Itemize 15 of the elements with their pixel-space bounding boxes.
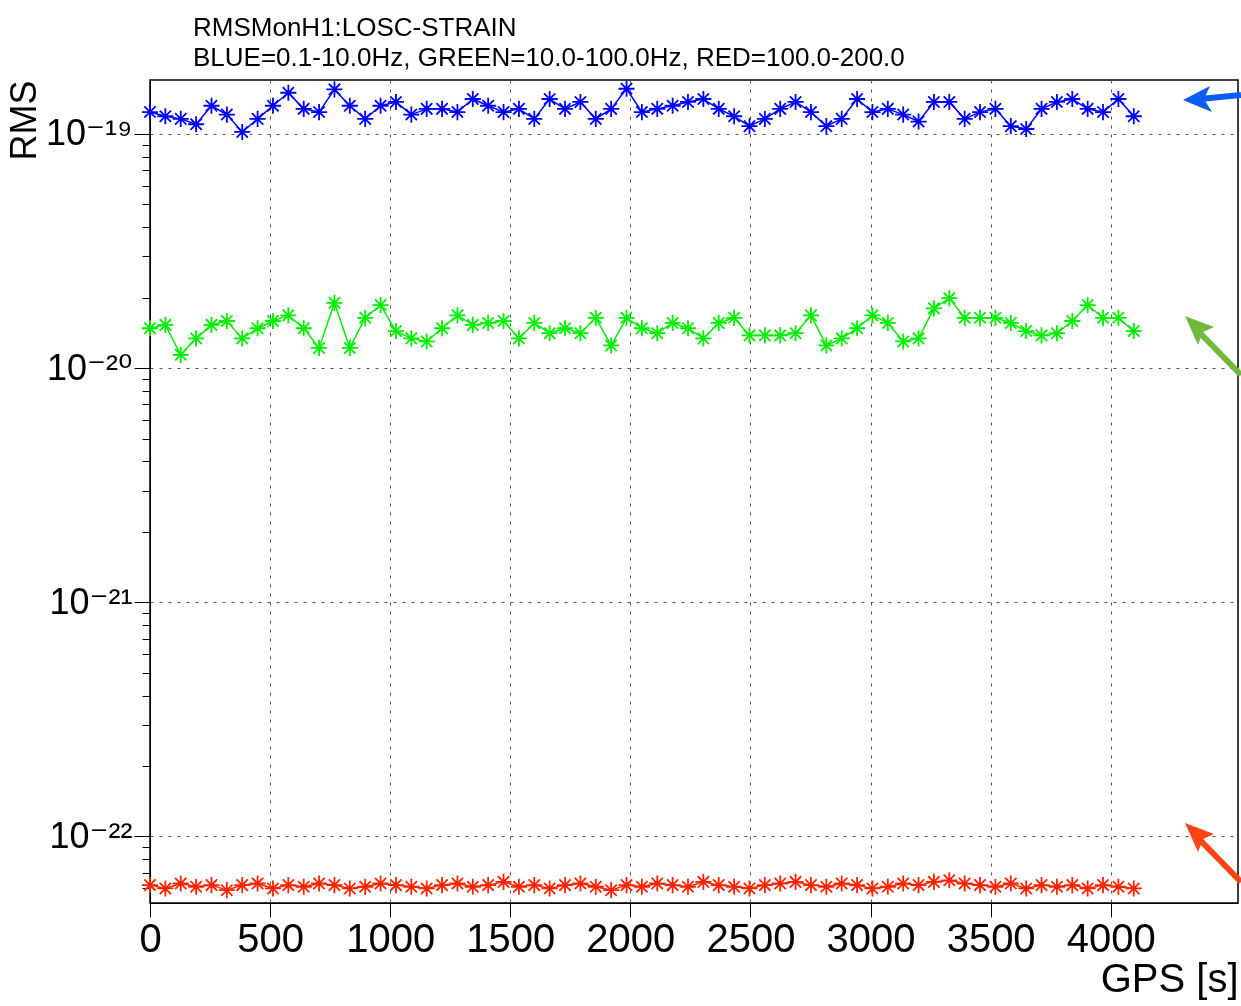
y-tick-label: 10⁻²² xyxy=(49,814,133,856)
x-tick-label: 500 xyxy=(237,915,304,960)
chart-subtitle: BLUE=0.1-10.0Hz, GREEN=10.0-100.0Hz, RED=100.0-200.0 xyxy=(193,42,905,73)
x-tick-label: 3500 xyxy=(946,915,1036,960)
x-tick-label: 1500 xyxy=(466,915,556,960)
x-tick-label: 0 xyxy=(139,915,162,960)
x-tick-label: 2000 xyxy=(586,915,676,960)
chart-title: RMSMonH1:LOSC-STRAIN xyxy=(193,12,517,43)
y-axis-title: RMS xyxy=(3,80,45,161)
y-tick-label: 10⁻²¹ xyxy=(49,580,133,622)
x-tick-label: 3000 xyxy=(826,915,916,960)
x-tick-label: 1000 xyxy=(346,915,436,960)
y-tick-label: 10⁻²⁰ xyxy=(47,346,133,388)
y-tick-label: 10⁻¹⁹ xyxy=(46,112,133,154)
x-tick-label: 2500 xyxy=(706,915,796,960)
